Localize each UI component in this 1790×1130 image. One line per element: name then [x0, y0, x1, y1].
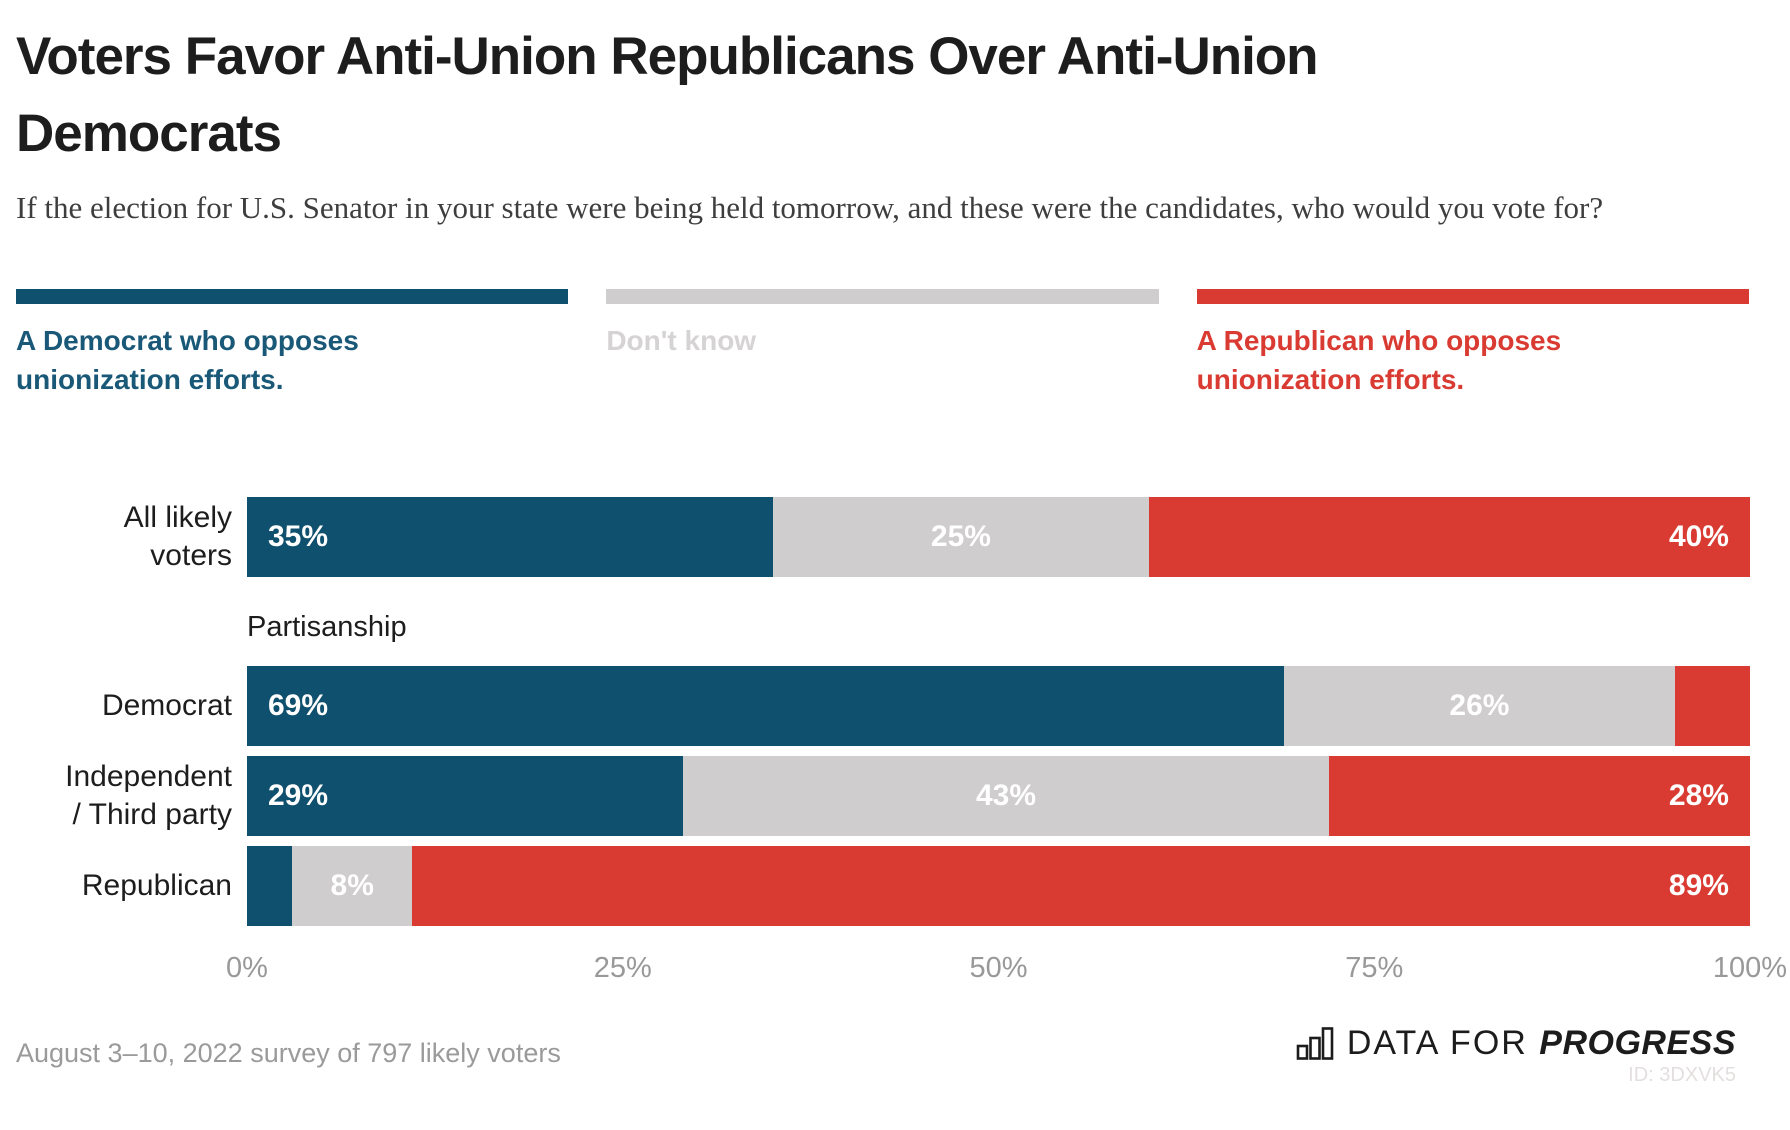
bar-value-label: 43% [975, 779, 1037, 812]
bar-segment: 26% [1284, 666, 1675, 746]
row-label: Independent / Third party [65, 760, 232, 831]
bar-segment [1674, 666, 1750, 746]
legend-item-democrat: A Democrat who opposes unionization effo… [16, 289, 569, 399]
x-axis: 0% 25% 50% 75% 100% [226, 952, 1787, 988]
logo-suffix: PROGRESS [1539, 1024, 1736, 1062]
survey-question: If the election for U.S. Senator in your… [16, 190, 1604, 225]
bar-segment: 29% [247, 756, 683, 836]
row-bars: 35% 25% 40% [247, 497, 1750, 577]
bar-segment: 40% [1148, 497, 1750, 577]
bar-value-label: 28% [1668, 779, 1729, 812]
legend-swatch-democrat [16, 289, 569, 304]
data-for-progress-logo: DATA FOR PROGRESS [1296, 1024, 1736, 1063]
partisanship-header: Partisanship [247, 611, 407, 643]
chart-rows-all: All likely voters 35% 25% 40% [0, 497, 1790, 577]
x-axis-tick: 50% [969, 952, 1028, 984]
row-bars: 69% 26% [247, 666, 1750, 746]
bar-value-label: 89% [1668, 869, 1729, 902]
logo-text: DATA FOR PROGRESS [1347, 1024, 1736, 1063]
row-label: All likely voters [123, 501, 232, 572]
bar-row: Independent / Third party 29% 43% 28% [0, 756, 1790, 836]
bar-segment: 8% [292, 846, 413, 926]
bar-value-label: 40% [1668, 520, 1729, 553]
bar-value-label: 26% [1449, 689, 1510, 722]
chart-id: ID: 3DXVK5 [1628, 1064, 1736, 1086]
bar-value-label: 8% [330, 869, 374, 902]
chart-rows-partisanship: Democrat 69% 26% Independent / Third party 2… [0, 666, 1790, 926]
row-bars: 8% 89% [247, 846, 1750, 926]
bar-row: All likely voters 35% 25% 40% [0, 497, 1790, 577]
bar-segment [247, 846, 293, 926]
footer: August 3–10, 2022 survey of 797 likely v… [16, 1012, 1750, 1086]
header: Voters Favor Anti-Union Republicans Over… [0, 0, 1790, 231]
legend-label-republican: A Republican who opposes unionization ef… [1196, 325, 1562, 395]
bar-segment: 25% [773, 497, 1149, 577]
row-bars: 29% 43% 28% [247, 756, 1750, 836]
logo-prefix: DATA FOR [1346, 1024, 1528, 1062]
legend-item-dont-know: Don't know [606, 289, 1159, 399]
bar-value-label: 25% [930, 520, 991, 553]
legend: A Democrat who opposes unionization effo… [16, 289, 1749, 399]
bar-segment: 35% [247, 497, 774, 577]
legend-swatch-dont-know [606, 289, 1159, 304]
bar-value-label: 69% [268, 689, 329, 722]
bar-segment: 28% [1329, 756, 1750, 836]
bar-segment: 89% [412, 846, 1750, 926]
bar-value-label: 29% [268, 779, 329, 812]
row-label: Republican [81, 869, 232, 902]
bar-row: Democrat 69% 26% [0, 666, 1790, 746]
x-axis-tick: 75% [1345, 952, 1404, 984]
bar-segment: 69% [247, 666, 1285, 746]
row-label: Democrat [101, 689, 232, 722]
bar-chart-icon [1296, 1027, 1334, 1060]
legend-label-dont-know: Don't know [606, 325, 757, 356]
x-axis-tick: 25% [593, 952, 652, 984]
legend-swatch-republican [1196, 289, 1749, 304]
survey-note: August 3–10, 2022 survey of 797 likely v… [16, 1038, 561, 1068]
legend-item-republican: A Republican who opposes unionization ef… [1196, 289, 1749, 399]
bar-chart: All likely voters 35% 25% 40% Partisanship … [0, 497, 1790, 988]
bar-value-label: 35% [268, 520, 329, 553]
bar-row: Republican 8% 89% [0, 846, 1790, 926]
legend-label-democrat: A Democrat who opposes unionization effo… [16, 325, 359, 395]
page-title: Voters Favor Anti-Union Republicans Over… [16, 27, 1319, 163]
bar-segment: 43% [682, 756, 1330, 836]
x-axis-tick: 100% [1712, 952, 1788, 984]
x-axis-tick: 0% [226, 952, 268, 984]
